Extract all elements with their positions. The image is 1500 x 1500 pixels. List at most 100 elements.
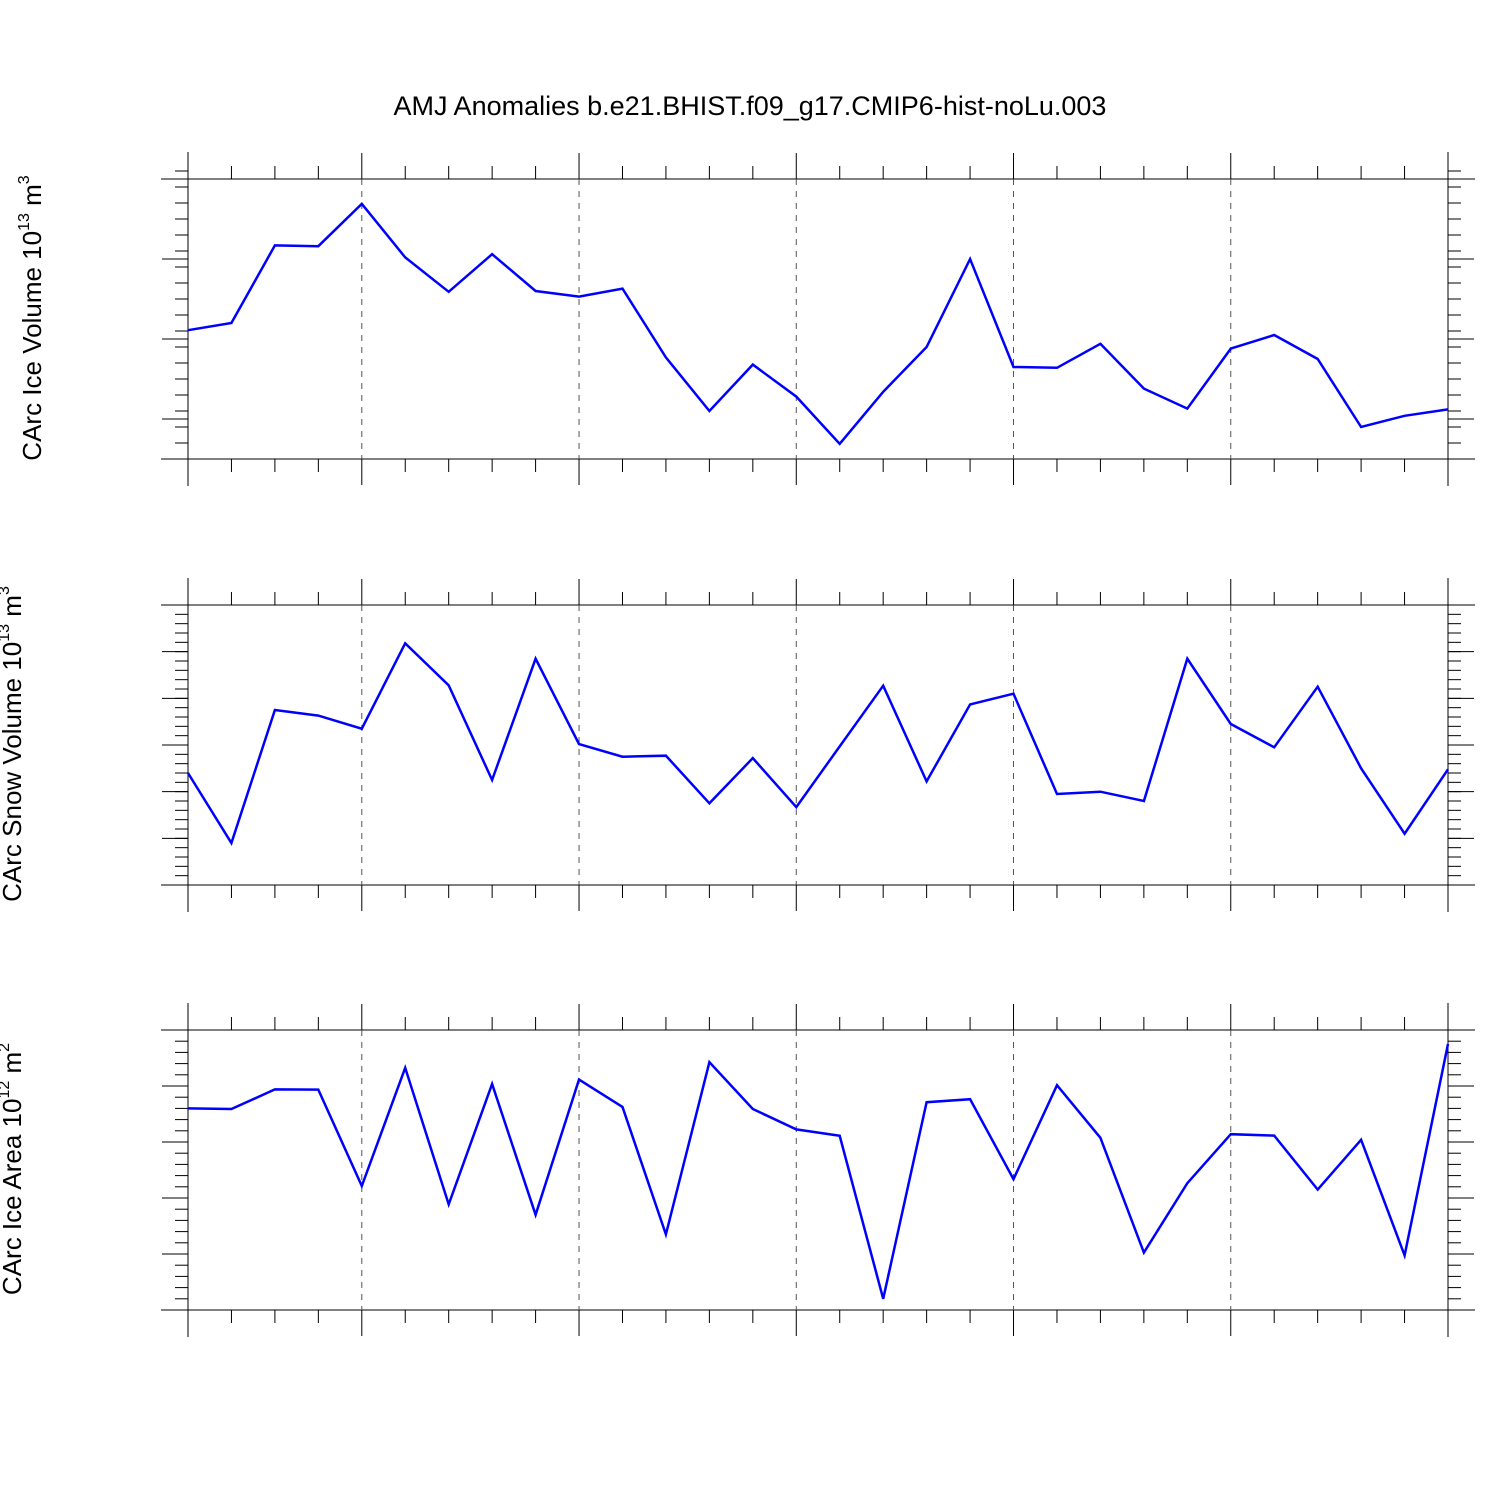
- panel-1-data-point: [1012, 365, 1016, 369]
- panel-2-data-point: [1185, 657, 1189, 661]
- panel-1-data-point: [925, 345, 929, 349]
- panel-1-data-point: [968, 257, 972, 261]
- panel-2-data-point: [1229, 722, 1233, 726]
- panel-2-data-point: [751, 756, 755, 760]
- panel-2-data-point: [621, 755, 625, 759]
- panel-3-data-point: [1403, 1253, 1407, 1257]
- panel-1-data-point: [707, 409, 711, 413]
- panel-2-series-line: [186, 641, 1450, 846]
- panel-1-data-point: [621, 287, 625, 291]
- panel-1-data-point: [534, 289, 538, 293]
- panel-2-y-title-part: m: [0, 595, 27, 624]
- panel-2-y-title-part: CArc Snow Volume 10: [0, 642, 27, 902]
- panel-2-data-point: [1446, 767, 1450, 771]
- panel-3-data-point: [186, 1106, 190, 1110]
- panel-2-data-point: [838, 744, 842, 748]
- panel-1-data-point: [751, 363, 755, 367]
- panel-3-data-point: [751, 1107, 755, 1111]
- panel-2-y-title-part: 3: [0, 586, 13, 595]
- panel-3-data-point: [621, 1105, 625, 1109]
- panel-3-y-title-part: m: [0, 1052, 27, 1081]
- panel-1-data-point: [490, 252, 494, 256]
- panel-1-data-point: [1316, 357, 1320, 361]
- panel-1-data-point: [229, 321, 233, 325]
- panel-1-data-point: [360, 202, 364, 206]
- panel-3-series-line: [187, 1043, 1450, 1300]
- panel-1-data-point: [664, 355, 668, 359]
- panel-3-data-point: [403, 1066, 407, 1070]
- panel-3-data-point: [1055, 1083, 1059, 1087]
- panel-1-data-point: [1446, 407, 1450, 411]
- panel-3-data-point: [1446, 1042, 1450, 1046]
- panel-2-data-point: [447, 683, 451, 687]
- panel-1-y-axis-title: CArc Ice Volume 1013 m3: [16, 175, 47, 460]
- panel-3-data-point: [229, 1107, 233, 1111]
- panel-2-data-point: [490, 778, 494, 782]
- panel-3-data-point: [447, 1202, 451, 1206]
- panel-2-data-point: [1316, 685, 1320, 689]
- panel-3-data-point: [1359, 1138, 1363, 1142]
- panel-2-data-point: [707, 801, 711, 805]
- panel-2-data-point: [664, 754, 668, 758]
- panel-2-data-point: [1403, 832, 1407, 836]
- panel-3-data-point: [1229, 1132, 1233, 1136]
- panel-3-data-point: [925, 1100, 929, 1104]
- panel-3-data-point: [1142, 1251, 1146, 1255]
- panel-2-data-point: [1272, 745, 1276, 749]
- panel-2-data-point: [968, 702, 972, 706]
- panel-2-data-point: [1012, 692, 1016, 696]
- panel-3-data-point: [794, 1127, 798, 1131]
- panel-1-y-title-part: 13: [16, 213, 33, 231]
- panel-1-data-point: [316, 244, 320, 248]
- panel-1-data-point: [1142, 387, 1146, 391]
- panel-3-data-point: [968, 1097, 972, 1101]
- panel-1-data-point: [1185, 407, 1189, 411]
- panel-1-data-point: [794, 395, 798, 399]
- panel-3-data-point: [664, 1232, 668, 1236]
- panel-2-data-point: [577, 742, 581, 746]
- panel-3-data-point: [838, 1134, 842, 1138]
- panel-2-data-point: [534, 657, 538, 661]
- panel-2-data-point: [273, 708, 277, 712]
- panel-3-data-point: [360, 1184, 364, 1188]
- panel-2-data-point: [925, 779, 929, 783]
- panel-3-data-point: [1185, 1181, 1189, 1185]
- panel-2-data-point: [794, 805, 798, 809]
- panel-3-y-title-part: 2: [0, 1043, 13, 1052]
- panel-1-data-point: [1055, 366, 1059, 370]
- panel-3-data-point: [577, 1078, 581, 1082]
- panel-3-data-point: [707, 1060, 711, 1064]
- panel-1-data-point: [447, 290, 451, 294]
- panel-1-data-point: [838, 442, 842, 446]
- panel-1-data-point: [1403, 414, 1407, 418]
- panel-3-data-point: [316, 1088, 320, 1092]
- panel-3-y-axis-title: CArc Ice Area 1012 m2: [0, 1043, 27, 1295]
- panel-3-data-point: [273, 1087, 277, 1091]
- panel-2-data-point: [1359, 766, 1363, 770]
- panel-1-data-point: [1359, 425, 1363, 429]
- panel-3-data-point: [1316, 1188, 1320, 1192]
- panel-3-data-point: [1272, 1134, 1276, 1138]
- panel-2-data-point: [1142, 799, 1146, 803]
- panel-2-y-axis-title: CArc Snow Volume 1013 m3: [0, 586, 27, 902]
- panel-3-y-title-part: CArc Ice Area 10: [0, 1099, 27, 1296]
- panel-2-data-point: [881, 684, 885, 688]
- panel-1-y-title-part: m: [17, 184, 47, 213]
- panel-3-data-point: [881, 1297, 885, 1301]
- panel-1-y-title-part: CArc Ice Volume 10: [17, 231, 47, 461]
- chart-title: AMJ Anomalies b.e21.BHIST.f09_g17.CMIP6-…: [394, 91, 1107, 121]
- panel-2-data-point: [229, 841, 233, 845]
- panel-2-data-point: [186, 771, 190, 775]
- panel-2-data-point: [403, 641, 407, 645]
- panel-3-data-point: [534, 1213, 538, 1217]
- panel-2-data-point: [1055, 792, 1059, 796]
- panel-1-data-point: [881, 390, 885, 394]
- panel-1-series-line: [187, 201, 1449, 446]
- panel-1-y-title-part: 3: [16, 175, 33, 184]
- panel-2-y-title-part: 13: [0, 624, 13, 642]
- panel-1-data-point: [273, 243, 277, 247]
- panel-3-data-point: [1012, 1177, 1016, 1181]
- panel-2-data-point: [316, 714, 320, 718]
- panel-3-data-point: [490, 1082, 494, 1086]
